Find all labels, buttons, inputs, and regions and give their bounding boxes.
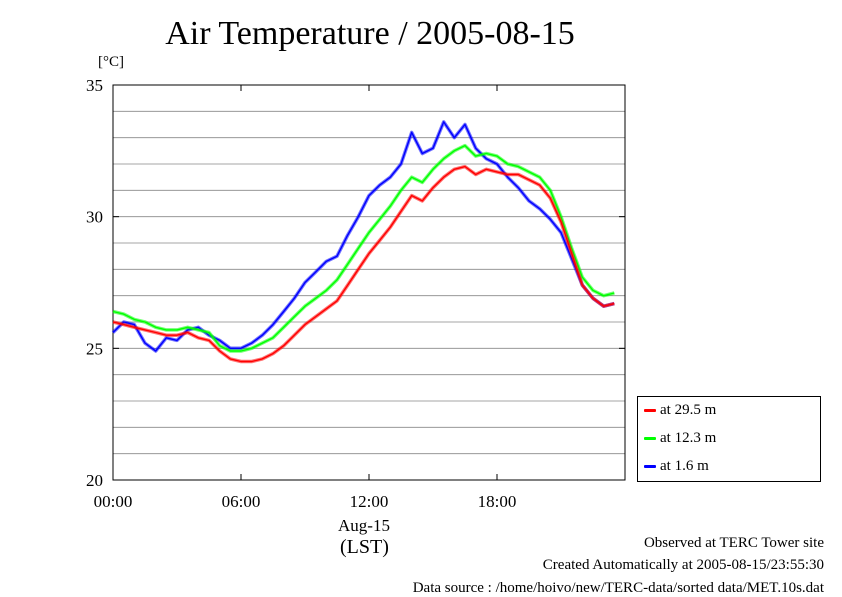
legend-label-29-5m: at 29.5 m [660, 402, 717, 418]
footer-created: Created Automatically at 2005-08-15/23:5… [542, 557, 824, 573]
series-line-1 [112, 144, 615, 352]
chart-legend: at 29.5 m at 12.3 m at 1.6 m [637, 396, 821, 482]
series-line-halo-2 [111, 120, 615, 353]
legend-label-12-3m: at 12.3 m [660, 430, 717, 446]
plot-frame [112, 84, 626, 481]
y-tick-label: 30 [86, 208, 103, 227]
x-tick-label: 06:00 [222, 492, 261, 511]
x-axis-label: (LST) [340, 536, 389, 558]
legend-swatch-29-5m [644, 409, 656, 413]
legend-label-1-6m: at 1.6 m [660, 458, 709, 474]
x-tick-label: 18:00 [478, 492, 517, 511]
chart-title: Air Temperature / 2005-08-15 [165, 15, 575, 52]
series-line-2 [112, 121, 615, 352]
y-tick-label: 25 [86, 339, 103, 358]
legend-swatch-1-6m [644, 465, 656, 469]
x-tick-label: 12:00 [350, 492, 389, 511]
legend-item-1-6m: at 1.6 m [644, 458, 709, 475]
legend-item-12-3m: at 12.3 m [644, 430, 716, 447]
y-axis-unit-label: [°C] [98, 54, 124, 70]
x-tick-label: 00:00 [94, 492, 133, 511]
series-line-0 [112, 165, 615, 363]
legend-item-29-5m: at 29.5 m [644, 402, 716, 419]
footer-data-source: Data source : /home/hoivo/new/TERC-data/… [412, 580, 824, 596]
legend-swatch-12-3m [644, 437, 656, 441]
footer-observed: Observed at TERC Tower site [643, 535, 824, 551]
x-axis-date-label: Aug-15 [338, 516, 390, 535]
y-tick-label: 35 [86, 76, 103, 95]
y-tick-label: 20 [86, 471, 103, 490]
